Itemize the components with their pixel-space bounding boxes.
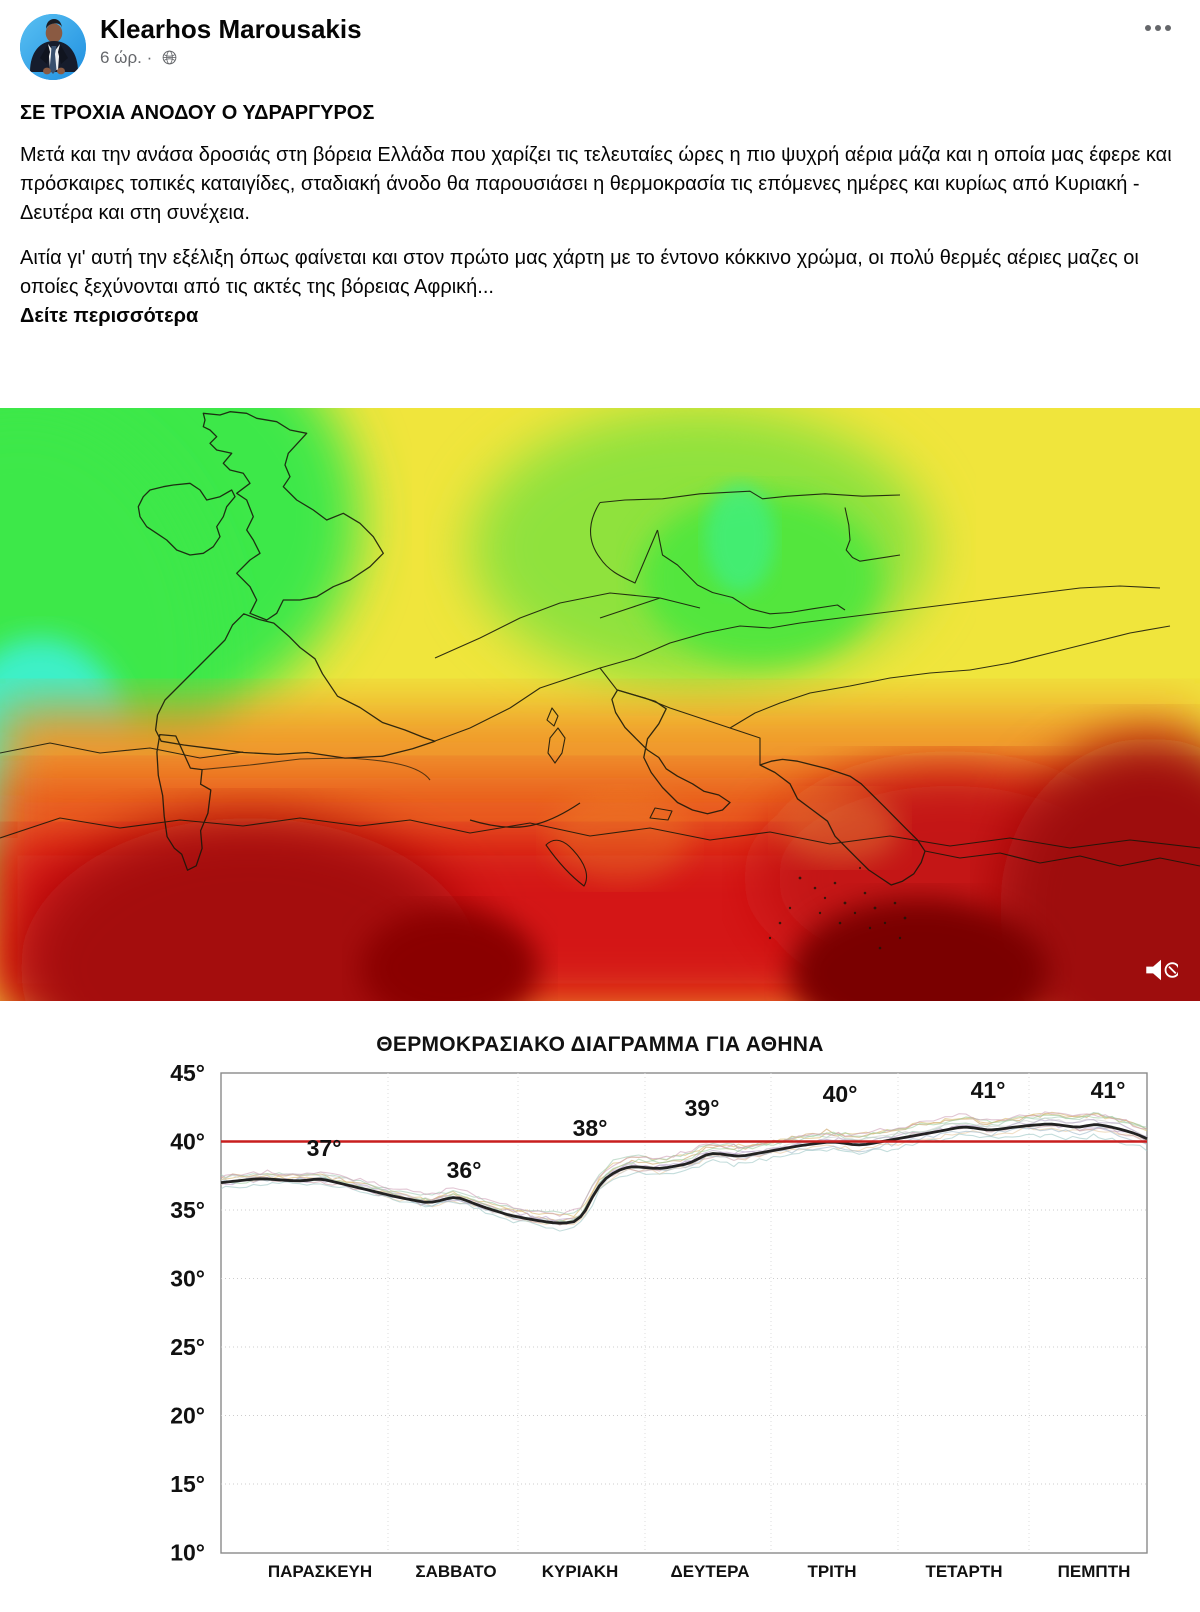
svg-text:ΣΑΒΒΑΤΟ: ΣΑΒΒΑΤΟ bbox=[415, 1562, 496, 1581]
svg-text:45°: 45° bbox=[170, 1060, 205, 1086]
svg-text:37°: 37° bbox=[307, 1135, 342, 1161]
svg-text:ΠΑΡΑΣΚΕΥΗ: ΠΑΡΑΣΚΕΥΗ bbox=[268, 1562, 372, 1581]
svg-text:ΤΕΤΑΡΤΗ: ΤΕΤΑΡΤΗ bbox=[925, 1562, 1002, 1581]
svg-text:ΠΕΜΠΤΗ: ΠΕΜΠΤΗ bbox=[1058, 1562, 1131, 1581]
svg-text:36°: 36° bbox=[447, 1157, 482, 1183]
svg-text:35°: 35° bbox=[170, 1197, 205, 1223]
svg-text:41°: 41° bbox=[971, 1077, 1006, 1103]
svg-text:ΤΡΙΤΗ: ΤΡΙΤΗ bbox=[807, 1562, 856, 1581]
svg-text:40°: 40° bbox=[170, 1129, 205, 1155]
svg-text:20°: 20° bbox=[170, 1403, 205, 1429]
svg-text:40°: 40° bbox=[823, 1081, 858, 1107]
svg-text:15°: 15° bbox=[170, 1471, 205, 1497]
svg-text:10°: 10° bbox=[170, 1540, 205, 1566]
svg-text:ΔΕΥΤΕΡΑ: ΔΕΥΤΕΡΑ bbox=[671, 1562, 750, 1581]
svg-text:ΚΥΡΙΑΚΗ: ΚΥΡΙΑΚΗ bbox=[542, 1562, 619, 1581]
svg-text:25°: 25° bbox=[170, 1334, 205, 1360]
svg-text:39°: 39° bbox=[685, 1095, 720, 1121]
svg-text:30°: 30° bbox=[170, 1266, 205, 1292]
svg-text:41°: 41° bbox=[1091, 1077, 1126, 1103]
svg-text:38°: 38° bbox=[573, 1115, 608, 1141]
